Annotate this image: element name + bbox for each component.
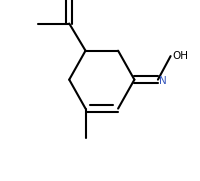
Text: OH: OH — [172, 51, 188, 61]
Text: N: N — [159, 75, 167, 86]
